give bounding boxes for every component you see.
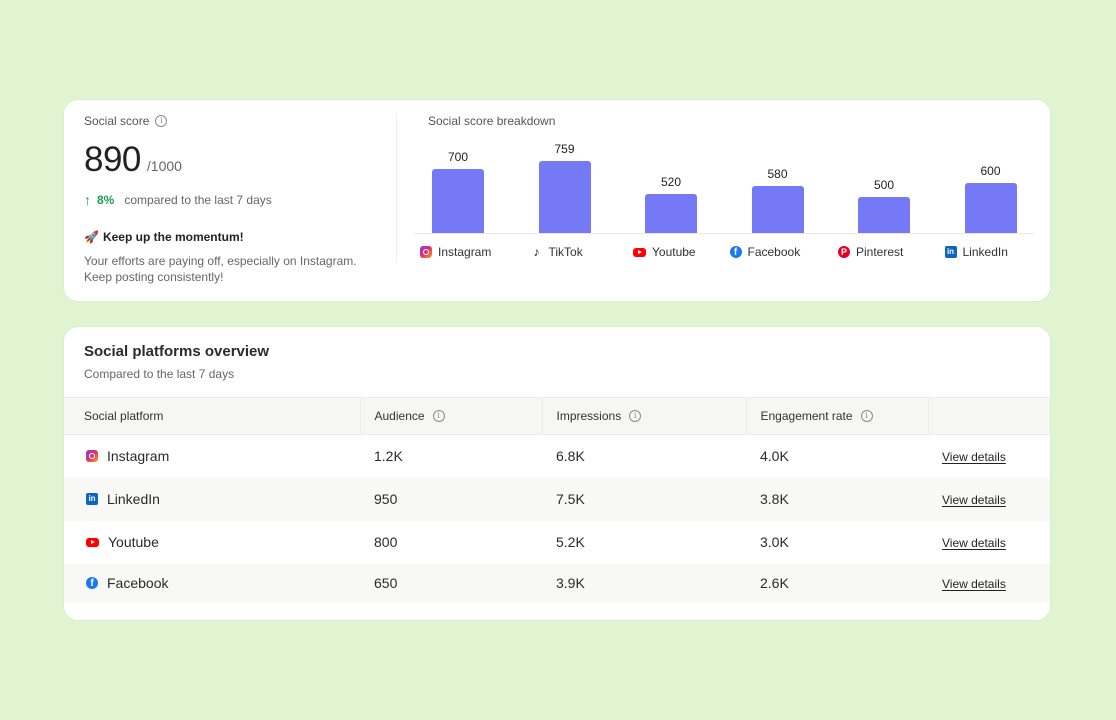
impressions-value: 7.5K [556,491,585,507]
social-score-label: Social score [84,114,150,128]
divider [396,114,397,262]
table-row: f Facebook 650 3.9K 2.6K View details [64,563,1050,602]
social-score-breakdown-chart: Social score breakdown 700 Instagram 759 ♪ T… [414,100,1044,301]
legend-item-pinterest: P Pinterest [838,245,903,259]
legend-item-linkedin: in LinkedIn [944,245,1008,259]
legend-label: LinkedIn [962,245,1008,259]
bar-value-label: 600 [980,164,1001,178]
bar-value-label: 580 [767,167,788,181]
engagement-value: 3.0K [760,534,789,550]
chart-bar-facebook[interactable] [751,186,804,233]
view-details-link[interactable]: View details [942,450,1006,465]
arrow-up-icon: ↑ [84,192,91,208]
impressions-value: 5.2K [556,534,585,550]
momentum-text: Your efforts are paying off, especially … [84,254,357,284]
info-icon[interactable]: i [629,410,642,422]
chart-bar-instagram[interactable] [432,169,484,233]
engagement-value: 3.8K [760,491,789,507]
legend-item-youtube: Youtube [633,245,696,259]
chart-title: Social score breakdown [428,114,556,128]
table-row: Instagram 1.2K 6.8K 4.0K View details [64,434,1050,478]
platforms-table: Social platform Audience i Impressions i E… [64,397,1050,602]
bar-value-label: 700 [447,150,469,164]
info-icon[interactable]: i [860,410,873,422]
info-icon[interactable]: i [432,410,445,422]
legend-label: Pinterest [856,245,904,259]
table-row: in LinkedIn 950 7.5K 3.8K View details [64,477,1050,521]
legend-label: Instagram [438,245,492,259]
column-header-audience[interactable]: Audience i [360,397,543,435]
column-header-label: Audience [374,409,425,423]
view-details-link[interactable]: View details [942,536,1006,550]
instagram-icon [420,246,432,258]
chart-bar-tiktok[interactable] [538,161,591,233]
view-details-link[interactable]: View details [942,493,1006,507]
platform-name: LinkedIn [107,491,160,507]
impressions-value: 3.9K [556,574,585,591]
chart-bar-linkedin[interactable] [964,183,1017,233]
bar-value-label: 520 [660,175,682,189]
platform-name: Youtube [108,534,159,550]
column-header-label: Impressions [556,409,622,423]
social-platforms-overview-card: Social platforms overview Compared to th… [64,327,1050,620]
engagement-value: 4.0K [760,448,789,465]
audience-value: 800 [374,534,398,550]
platform-name: Facebook [107,574,169,591]
linkedin-icon: in [86,493,98,505]
overview-title: Social platforms overview [84,343,270,360]
audience-value: 950 [374,491,398,507]
legend-label: Youtube [652,245,696,259]
column-header-platform[interactable]: Social platform [64,397,361,435]
youtube-icon [86,537,99,547]
column-header-label: Social platform [84,409,164,423]
score-change-row: ↑ 8% compared to the last 7 days [84,192,272,208]
column-header-label: Engagement rate [760,409,853,423]
social-score-value: 890 [84,140,141,179]
momentum-title-row: 🚀 Keep up the momentum! [84,230,244,244]
rocket-icon: 🚀 [84,230,99,244]
tiktok-icon: ♪ [533,245,540,259]
chart-bar-pinterest[interactable] [858,197,910,233]
column-header-actions [928,397,1050,435]
instagram-icon [86,450,98,463]
platform-name: Instagram [107,448,170,465]
linkedin-icon: in [944,246,957,258]
social-score-card: Social score i 890 /1000 ↑ 8% compared t… [64,100,1050,301]
legend-item-tiktok: ♪ TikTok [531,245,583,259]
table-header-row: Social platform Audience i Impressions i E… [64,397,1050,435]
legend-item-facebook: f Facebook [729,245,801,259]
momentum-title: Keep up the momentum! [102,230,244,244]
social-score-label-row: Social score i [84,114,168,128]
info-icon[interactable]: i [155,115,168,127]
facebook-icon: f [729,246,742,258]
chart-bar-youtube[interactable] [645,194,697,233]
impressions-value: 6.8K [556,448,585,465]
table-row: Youtube 800 5.2K 3.0K View details [64,520,1050,564]
audience-value: 1.2K [374,448,403,465]
social-score-summary: Social score i 890 /1000 ↑ 8% compared t… [84,100,384,301]
audience-value: 650 [374,574,398,591]
pinterest-icon: P [838,246,850,258]
bar-value-label: 759 [554,142,575,156]
youtube-icon [633,247,646,257]
social-score-max: /1000 [146,158,182,174]
column-header-engagement-rate[interactable]: Engagement rate i [746,397,929,435]
score-change-percent: 8% [97,193,115,207]
engagement-value: 2.6K [760,574,789,591]
chart-baseline [414,233,1034,234]
social-score-value-row: 890 /1000 [84,140,182,180]
view-details-link[interactable]: View details [942,576,1006,591]
bar-value-label: 500 [873,178,895,192]
legend-item-instagram: Instagram [420,245,491,259]
column-header-impressions[interactable]: Impressions i [542,397,747,435]
score-change-text: compared to the last 7 days [124,193,272,207]
legend-label: Facebook [747,245,801,259]
facebook-icon: f [86,576,98,589]
legend-label: TikTok [548,245,583,259]
overview-subtitle: Compared to the last 7 days [84,367,235,381]
